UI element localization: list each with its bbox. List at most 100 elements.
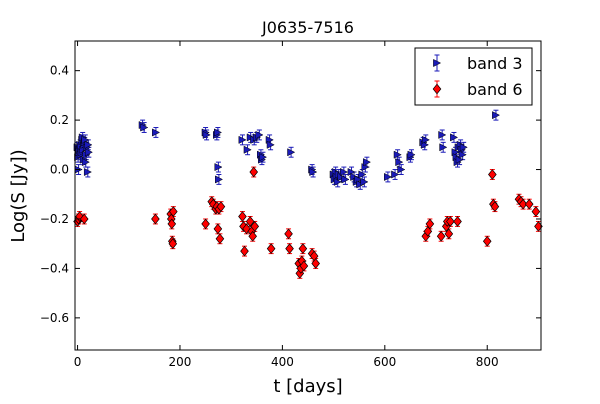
- data-point-band-6: [201, 218, 210, 230]
- x-tick-label: 200: [169, 355, 192, 369]
- data-point-band-3: [243, 145, 252, 154]
- data-point-band-6: [250, 221, 260, 232]
- data-point-band-3: [363, 158, 372, 167]
- chart-legend: band 3 band 6: [414, 47, 533, 106]
- data-point-band-3: [259, 153, 268, 162]
- data-point-band-6: [284, 228, 293, 240]
- data-point-band-6: [490, 201, 500, 212]
- data-point-band-6: [79, 213, 89, 225]
- y-tick-label: −0.4: [40, 261, 69, 275]
- x-tick-label: 400: [271, 355, 294, 369]
- data-point-band-3: [439, 143, 448, 152]
- data-point-band-6: [249, 166, 259, 178]
- data-point-band-3: [255, 130, 264, 139]
- data-point-band-6: [524, 198, 534, 210]
- x-tick-label: 600: [373, 355, 396, 369]
- data-point-band-6: [266, 243, 276, 255]
- y-tick-label: 0.2: [50, 113, 69, 127]
- data-point-band-3: [140, 123, 149, 132]
- data-point-band-6: [446, 216, 455, 227]
- data-point-band-3: [84, 140, 93, 149]
- data-point-band-6: [245, 216, 255, 227]
- data-point-band-3: [214, 163, 223, 172]
- data-point-band-3: [356, 180, 365, 189]
- data-point-band-3: [266, 140, 275, 149]
- data-point-band-3: [83, 168, 92, 177]
- data-point-band-6: [167, 218, 177, 230]
- data-point-band-3: [339, 168, 349, 177]
- data-point-band-3: [393, 150, 402, 159]
- data-point-band-6: [299, 260, 309, 272]
- data-point-band-6: [531, 206, 541, 217]
- data-point-band-3: [81, 158, 90, 167]
- data-point-band-6: [215, 233, 225, 245]
- data-point-band-3: [360, 177, 369, 186]
- data-point-band-6: [518, 198, 528, 210]
- data-point-band-6: [482, 235, 492, 247]
- data-point-band-3: [421, 135, 430, 144]
- y-tick-label: −0.6: [40, 311, 69, 325]
- data-point-band-6: [238, 211, 247, 222]
- data-point-band-3: [450, 133, 459, 142]
- legend-label-band-3: band 3: [467, 54, 523, 73]
- x-axis-label: t [days]: [273, 376, 342, 397]
- chart-title: J0635-7516: [261, 18, 354, 37]
- y-tick-label: 0.0: [50, 163, 69, 177]
- data-point-band-3: [84, 148, 93, 157]
- axes-frame: [74, 40, 542, 351]
- axis-tick-labels: 0 200 400 600 800 −0.6 −0.4 −0.2 0.0 0.2 0.4: [40, 64, 499, 369]
- data-point-band-6: [423, 225, 433, 237]
- legend-entry-band-3: band 3: [433, 54, 523, 73]
- y-axis-label: Log(S [Jy]): [8, 149, 29, 242]
- data-point-band-3: [407, 150, 416, 159]
- data-point-band-3: [384, 172, 393, 181]
- data-point-band-6: [75, 211, 84, 222]
- legend-marker-band-6: [432, 83, 442, 95]
- data-point-band-3: [358, 170, 367, 179]
- data-point-band-3: [438, 130, 447, 139]
- y-tick-label: 0.4: [50, 64, 69, 78]
- data-point-band-6: [285, 243, 294, 255]
- data-point-band-6: [436, 230, 446, 242]
- data-point-band-6: [298, 243, 308, 255]
- x-tick-label: 800: [476, 355, 499, 369]
- data-markers: [73, 111, 543, 279]
- data-point-band-3: [309, 168, 318, 177]
- y-tick-label: −0.2: [40, 212, 69, 226]
- data-point-band-3: [397, 165, 406, 174]
- legend-label-band-6: band 6: [467, 80, 523, 99]
- plot-area: [73, 109, 543, 279]
- data-point-band-3: [391, 170, 400, 179]
- data-point-band-3: [458, 150, 467, 159]
- legend-marker-band-3: [433, 58, 442, 68]
- data-point-band-3: [287, 148, 296, 157]
- data-point-band-3: [395, 158, 404, 167]
- data-point-band-6: [216, 201, 226, 212]
- data-point-band-6: [242, 223, 251, 235]
- data-point-band-6: [444, 228, 454, 240]
- data-point-band-3: [202, 130, 211, 139]
- data-point-band-6: [311, 258, 320, 269]
- data-point-band-3: [459, 143, 468, 152]
- axis-ticks: [75, 41, 541, 350]
- data-point-band-3: [492, 111, 501, 120]
- data-point-band-3: [214, 128, 223, 137]
- data-point-band-3: [152, 128, 161, 137]
- data-point-band-3: [215, 175, 224, 184]
- data-point-band-3: [341, 175, 350, 184]
- data-point-band-6: [425, 218, 435, 230]
- data-point-band-6: [240, 245, 249, 257]
- legend-entry-band-6: band 6: [432, 80, 523, 99]
- x-tick-label: 0: [74, 355, 82, 369]
- legend-box: [414, 47, 533, 106]
- data-point-band-6: [169, 206, 178, 217]
- data-point-band-6: [248, 230, 257, 242]
- data-point-band-6: [168, 238, 178, 250]
- data-point-band-6: [213, 223, 223, 235]
- data-point-band-6: [453, 216, 462, 227]
- data-point-band-3: [238, 135, 247, 144]
- data-point-band-6: [488, 169, 497, 180]
- data-point-band-6: [151, 213, 160, 225]
